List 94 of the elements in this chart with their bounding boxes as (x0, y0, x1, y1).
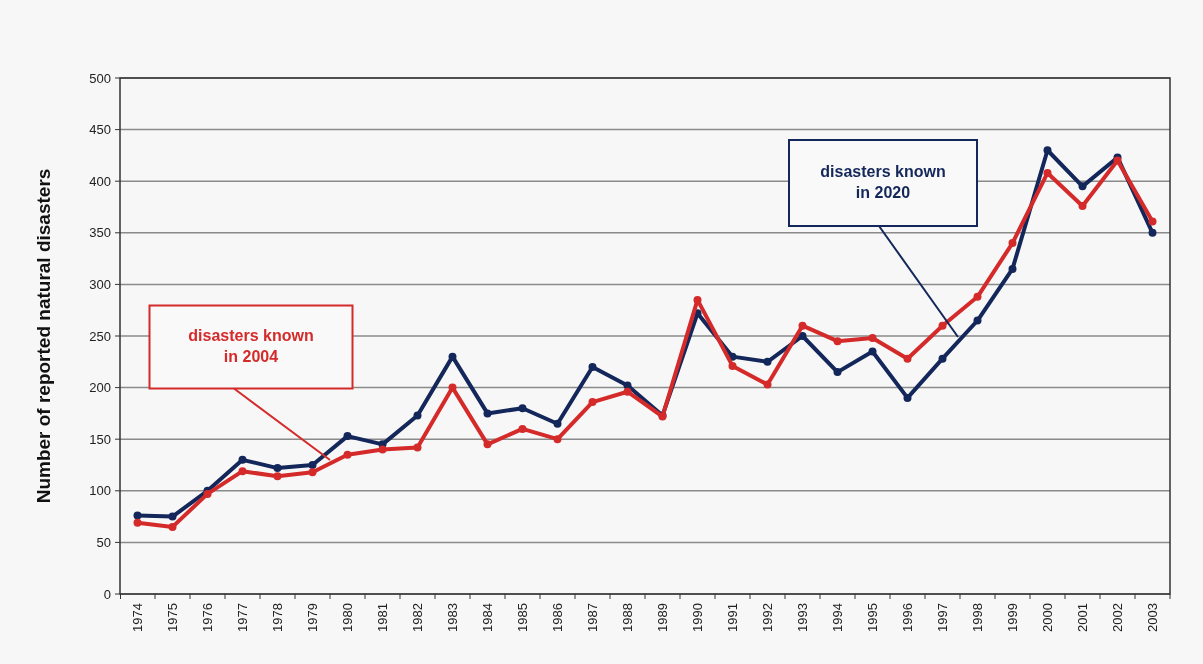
point (868, 334, 877, 343)
y-axis-title: Number of reported natural disasters (33, 168, 54, 504)
y-tick-label: 0 (103, 586, 111, 602)
y-tick-label: 300 (89, 276, 111, 292)
x-tick-label: 1984 (480, 603, 496, 632)
point (763, 357, 772, 366)
point (798, 332, 807, 340)
point (343, 432, 352, 441)
point (448, 383, 457, 392)
x-tick-label: 1993 (795, 603, 811, 632)
point (693, 295, 702, 304)
point (1148, 217, 1157, 226)
point (588, 398, 597, 407)
point (343, 450, 352, 459)
point (1043, 168, 1052, 177)
point (798, 321, 807, 330)
point (133, 511, 142, 520)
point (518, 424, 527, 433)
point (973, 292, 982, 301)
y-tick-label: 400 (89, 173, 111, 189)
y-tick-label: 100 (89, 483, 111, 499)
point (833, 337, 842, 346)
x-tick-label: 1981 (375, 603, 391, 632)
y-tick-label: 250 (89, 328, 111, 344)
point (518, 404, 527, 413)
point (238, 455, 247, 464)
point (273, 472, 282, 481)
point (938, 354, 947, 363)
y-tick-label: 150 (89, 431, 111, 447)
point (413, 443, 422, 452)
x-tick-label: 2002 (1110, 603, 1126, 632)
x-tick-label: 1989 (655, 603, 671, 632)
x-tick-label: 1985 (515, 603, 531, 632)
annotation: disasters known in 2004 (188, 327, 314, 365)
point (1148, 228, 1157, 237)
point (308, 468, 317, 477)
x-tick-label: 1978 (270, 603, 286, 632)
x-tick-label: 2000 (1040, 603, 1056, 632)
x-tick-label: 1974 (130, 603, 146, 632)
point (378, 445, 387, 454)
point (1078, 182, 1087, 191)
point (133, 518, 142, 527)
point (868, 347, 877, 356)
x-tick-label: 1999 (1005, 603, 1021, 632)
x-tick-label: 1975 (165, 603, 181, 632)
point (973, 316, 982, 325)
y-tick-label: 200 (89, 380, 111, 396)
y-tick-label: 50 (96, 534, 111, 550)
x-tick-label: 1996 (900, 603, 916, 632)
x-tick-label: 1986 (550, 603, 566, 632)
point (168, 522, 177, 531)
point (1043, 146, 1052, 155)
point (483, 409, 492, 418)
y-tick-label: 450 (89, 122, 111, 138)
x-tick-label: 1979 (305, 603, 321, 632)
x-tick-label: 1990 (690, 603, 706, 632)
y-tick-label: 350 (89, 225, 111, 241)
point (308, 461, 317, 469)
point (168, 512, 177, 521)
x-tick-label: 1977 (235, 603, 251, 632)
x-tick-label: 1982 (410, 603, 426, 632)
x-tick-label: 1998 (970, 603, 986, 632)
annotation: disasters known in 2020 (820, 163, 946, 201)
point (413, 411, 422, 420)
x-tick-label: 1987 (585, 603, 601, 632)
x-tick-label: 1976 (200, 603, 216, 632)
point (448, 352, 457, 361)
point (728, 361, 737, 370)
point (553, 419, 562, 428)
point (553, 435, 562, 444)
x-tick-label: 1995 (865, 603, 881, 632)
point (273, 464, 282, 473)
x-tick-label: 1988 (620, 603, 636, 632)
x-tick-label: 1983 (445, 603, 461, 632)
x-tick-label: 2001 (1075, 603, 1091, 632)
point (938, 321, 947, 330)
point (1008, 239, 1017, 248)
point (833, 368, 842, 377)
x-tick-label: 1997 (935, 603, 951, 632)
x-tick-label: 1992 (760, 603, 776, 632)
point (483, 440, 492, 449)
x-tick-label: 1991 (725, 603, 741, 632)
point (903, 393, 912, 402)
x-tick-label: 1980 (340, 603, 356, 632)
x-tick-label: 2003 (1145, 603, 1161, 632)
point (903, 354, 912, 363)
point (1008, 264, 1017, 273)
x-tick-label: 1994 (830, 603, 846, 632)
y-tick-label: 500 (89, 70, 111, 86)
point (588, 362, 597, 371)
point (1078, 201, 1087, 210)
point (763, 380, 772, 389)
point (623, 387, 632, 396)
point (238, 467, 247, 476)
